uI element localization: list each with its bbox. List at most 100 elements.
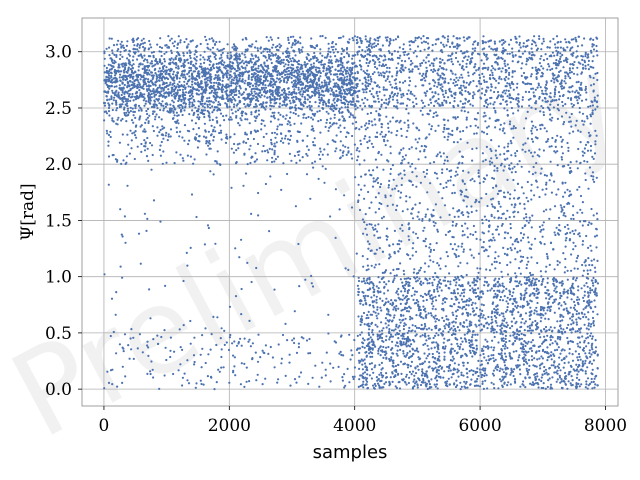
data-point (331, 139, 334, 142)
data-point (484, 114, 487, 117)
data-point (271, 77, 274, 80)
data-point (118, 105, 121, 109)
data-point (207, 57, 211, 60)
data-point (256, 88, 260, 91)
data-point (189, 60, 192, 64)
data-point (142, 37, 145, 40)
data-point (199, 54, 202, 57)
data-point (506, 346, 509, 350)
data-point (414, 36, 417, 40)
data-point (114, 313, 117, 316)
data-point (590, 51, 593, 54)
data-point (283, 99, 286, 102)
data-point (182, 279, 185, 283)
data-point (406, 291, 409, 295)
data-point (228, 381, 231, 384)
data-point (521, 226, 524, 230)
data-point (204, 87, 208, 91)
data-point (212, 139, 215, 142)
data-point (123, 49, 126, 52)
data-point (268, 50, 271, 53)
data-point (165, 161, 168, 164)
data-point (339, 67, 343, 70)
data-point (149, 43, 152, 46)
data-point (158, 102, 161, 105)
data-point (161, 79, 164, 82)
data-point (293, 106, 297, 109)
data-point (349, 82, 352, 85)
data-point (247, 74, 251, 77)
data-point (447, 330, 450, 333)
data-point (464, 90, 467, 93)
data-point (548, 46, 551, 49)
data-point (317, 77, 321, 80)
data-point (529, 75, 533, 78)
data-point (172, 58, 175, 61)
data-point (186, 264, 189, 267)
data-point (210, 333, 213, 336)
data-point (188, 113, 191, 116)
data-point (216, 48, 219, 51)
data-point (129, 110, 132, 113)
data-point (380, 321, 383, 324)
data-point (121, 103, 124, 106)
data-point (113, 74, 117, 77)
data-point (122, 74, 125, 77)
data-point (286, 73, 289, 76)
data-point (453, 100, 456, 103)
data-point (110, 95, 113, 98)
data-point (539, 57, 542, 60)
data-point (556, 52, 559, 55)
data-point (139, 91, 142, 94)
data-point (298, 375, 301, 378)
data-point (160, 54, 163, 58)
data-point (204, 327, 207, 330)
data-point (273, 288, 276, 291)
data-point (308, 67, 311, 71)
data-point (576, 256, 579, 260)
data-point (219, 109, 222, 112)
data-point (229, 51, 232, 54)
data-point (485, 374, 488, 377)
data-point (413, 374, 416, 377)
data-point (243, 82, 246, 85)
data-point (179, 363, 182, 366)
data-point (294, 79, 297, 82)
data-point (160, 93, 163, 97)
data-point (533, 309, 536, 312)
data-point (177, 122, 180, 125)
data-point (316, 66, 320, 69)
data-point (203, 243, 206, 246)
data-point (327, 50, 330, 53)
data-point (447, 377, 450, 380)
data-point (300, 73, 303, 76)
data-point (132, 114, 135, 117)
data-point (319, 52, 322, 55)
data-point (240, 61, 243, 64)
data-point (254, 351, 257, 354)
data-point (559, 369, 562, 372)
data-point (308, 59, 311, 62)
data-point (187, 143, 190, 146)
data-point (266, 79, 269, 82)
data-point (158, 58, 161, 61)
data-point (280, 357, 283, 360)
data-point (304, 65, 307, 68)
data-point (260, 63, 263, 66)
data-point (564, 215, 567, 218)
data-point (322, 65, 325, 68)
data-point (105, 47, 108, 50)
data-point (126, 98, 129, 101)
data-point (150, 92, 153, 95)
data-point (586, 366, 589, 369)
data-point (212, 128, 215, 131)
data-point (405, 280, 408, 283)
data-point (472, 373, 475, 376)
data-point (221, 83, 224, 86)
data-point (122, 78, 125, 81)
data-point (227, 348, 231, 352)
data-point (341, 47, 344, 50)
data-point (167, 94, 170, 97)
data-point (535, 162, 538, 165)
data-point (334, 60, 337, 63)
